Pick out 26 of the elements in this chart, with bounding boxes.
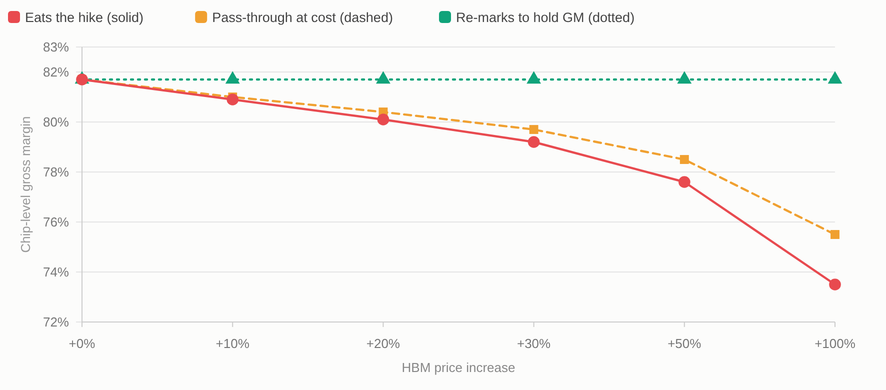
y-tick-label: 83% bbox=[42, 40, 70, 55]
x-tick-label: +0% bbox=[68, 336, 96, 351]
x-tick-label: +50% bbox=[668, 336, 702, 351]
x-tick-label: +30% bbox=[516, 336, 552, 351]
point bbox=[528, 136, 540, 148]
point bbox=[680, 155, 689, 164]
point bbox=[678, 176, 690, 188]
point bbox=[377, 114, 390, 126]
point bbox=[830, 230, 840, 239]
y-tick-label: 82% bbox=[42, 64, 70, 80]
x-tick-label: +20% bbox=[366, 336, 400, 351]
point bbox=[529, 125, 538, 134]
y-tick-label: 78% bbox=[42, 164, 70, 180]
y-tick-label: 80% bbox=[42, 114, 70, 130]
legend-label: Re-marks to hold GM (dotted) bbox=[456, 10, 635, 25]
x-tick-label: +100% bbox=[814, 336, 856, 351]
x-axis-title: HBM price increase bbox=[402, 360, 516, 375]
y-axis-title: Chip-level gross margin bbox=[18, 116, 33, 253]
y-tick-label: 72% bbox=[42, 314, 70, 330]
point bbox=[829, 278, 841, 290]
point bbox=[226, 94, 239, 106]
x-tick-label: +10% bbox=[216, 336, 250, 351]
legend-label: Pass-through at cost (dashed) bbox=[212, 10, 393, 25]
y-tick-label: 74% bbox=[42, 264, 70, 280]
y-tick-label: 76% bbox=[42, 214, 70, 230]
legend-label: Eats the hike (solid) bbox=[25, 10, 144, 25]
